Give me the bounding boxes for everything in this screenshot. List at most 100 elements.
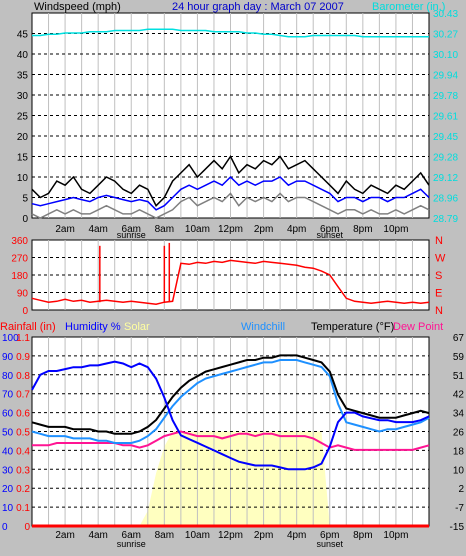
temperature-tick: 34 — [453, 409, 465, 420]
x-tick-label: 2am — [55, 224, 74, 235]
compass-label: W — [435, 253, 446, 265]
temperature-tick: 51 — [453, 371, 465, 382]
barometer-tick: 29.12 — [433, 173, 458, 184]
legend-humidity: Humidity % — [65, 321, 121, 333]
direction-panel-grid — [32, 240, 429, 310]
legend-rainfall: Rainfall (in) — [0, 321, 56, 333]
direction-tick: 270 — [11, 254, 28, 265]
x-tick-label: 10am — [185, 224, 210, 235]
humidity-tick: 20 — [2, 484, 14, 495]
x-subtick-label: sunset — [316, 539, 343, 549]
barometer-tick: 30.43 — [433, 9, 458, 20]
windspeed-tick: 20 — [17, 132, 29, 143]
x-subtick-label: sunrise — [117, 0, 146, 2]
windspeed-tick: 0 — [22, 214, 28, 225]
barometer-axis-title: Barometer (in.) — [372, 1, 445, 13]
legend-solar: Solar — [124, 321, 150, 333]
temperature-panel-labels: 0 10 20 30 40 50 60 70 80 90 100 0 0.1 0.2 0.3 0.4 0.5 0.… — [2, 333, 464, 549]
x-tick-label: 2pm — [254, 224, 273, 235]
x-tick-label: 4am — [88, 530, 107, 541]
windspeed-tick: 5 — [22, 194, 28, 205]
humidity-tick: 60 — [2, 409, 14, 420]
windspeed-tick: 35 — [17, 71, 29, 82]
wind-panel-series — [31, 28, 430, 219]
humidity-tick: 100 — [2, 333, 19, 344]
wind-high-series — [31, 155, 430, 207]
windspeed-tick: 45 — [17, 30, 29, 41]
wind-panel-labels: 0 5 10 15 20 25 30 35 40 45 28.79 28.96 29.12 29.28 29… — [17, 0, 459, 240]
humidity-tick: 80 — [2, 371, 14, 382]
x-tick-label: 12pm — [218, 224, 243, 235]
rainfall-tick: 0 — [24, 522, 30, 533]
temperature-tick: -7 — [455, 503, 464, 514]
barometer-tick: 28.79 — [433, 214, 458, 225]
barometer-tick: 30.10 — [433, 50, 458, 61]
barometer-tick: 29.45 — [433, 132, 458, 143]
x-tick-label: 6pm — [320, 224, 339, 235]
windspeed-axis-title: Windspeed (mph) — [34, 1, 121, 13]
humidity-series — [31, 360, 430, 471]
compass-label: N — [435, 235, 443, 247]
x-tick-label: 6am — [122, 530, 141, 541]
x-tick-label: 2am — [55, 530, 74, 541]
windchill-series — [31, 359, 430, 444]
temperature-tick: 67 — [453, 333, 465, 344]
windspeed-tick: 40 — [17, 50, 29, 61]
windspeed-tick: 25 — [17, 112, 29, 123]
x-tick-label: 10pm — [383, 224, 408, 235]
legend-temperature: Temperature (°F) — [311, 321, 394, 333]
windspeed-tick: 30 — [17, 91, 29, 102]
wind-average-series — [31, 175, 430, 211]
graph-title: 24 hour graph day : March 07 2007 — [172, 1, 344, 13]
barometer-tick: 28.96 — [433, 194, 458, 205]
windspeed-tick: 10 — [17, 173, 29, 184]
humidity-tick: 10 — [2, 503, 14, 514]
direction-panel-series — [31, 242, 430, 305]
temperature-tick: 59 — [453, 352, 465, 363]
rainfall-tick: 0.8 — [16, 371, 30, 382]
rainfall-tick: 0.2 — [16, 484, 30, 495]
direction-tick: 360 — [11, 236, 28, 247]
rainfall-tick: 0.3 — [16, 465, 30, 476]
temperature-tick: 10 — [453, 465, 465, 476]
direction-tick: 180 — [11, 271, 28, 282]
temperature-tick: 42 — [453, 390, 465, 401]
compass-label: S — [435, 270, 442, 282]
x-tick-label: 8am — [155, 224, 174, 235]
temperature-tick: 26 — [453, 428, 465, 439]
barometer-tick: 29.94 — [433, 71, 458, 82]
compass-label: E — [435, 288, 442, 300]
barometer-series — [32, 28, 429, 38]
barometer-tick: 29.28 — [433, 153, 458, 164]
x-tick-label: 4pm — [287, 530, 306, 541]
temperature-tick: 18 — [453, 446, 465, 457]
legend-dewpoint: Dew Point — [393, 321, 443, 333]
barometer-tick: 29.78 — [433, 91, 458, 102]
x-tick-label: 8pm — [353, 224, 372, 235]
rainfall-tick: 1.1 — [16, 333, 30, 344]
temperature-panel-grid — [32, 337, 429, 526]
windspeed-tick: 15 — [17, 153, 29, 164]
barometer-tick: 30.27 — [433, 30, 458, 41]
rainfall-tick: 0.9 — [16, 352, 30, 363]
wind-direction-series — [31, 259, 430, 305]
x-tick-label: 8am — [155, 530, 174, 541]
rainfall-tick: 0.4 — [16, 446, 30, 457]
x-tick-label: 2pm — [254, 530, 273, 541]
temperature-tick: -15 — [450, 522, 465, 533]
legend-windchill: Windchill — [241, 321, 285, 333]
rainfall-tick: 0.7 — [16, 390, 30, 401]
temperature-panel-series — [31, 354, 430, 528]
sunrise-label: sunrise — [117, 230, 146, 240]
humidity-tick: 90 — [2, 352, 14, 363]
compass-label: N — [435, 305, 443, 317]
wind-low-series — [31, 192, 430, 219]
x-subtick-label: sunset — [316, 0, 343, 2]
sunset-label: sunset — [316, 230, 343, 240]
temperature-tick: 2 — [458, 484, 464, 495]
humidity-tick: 0 — [2, 522, 8, 533]
humidity-tick: 50 — [2, 428, 14, 439]
x-tick-label: 8pm — [353, 530, 372, 541]
